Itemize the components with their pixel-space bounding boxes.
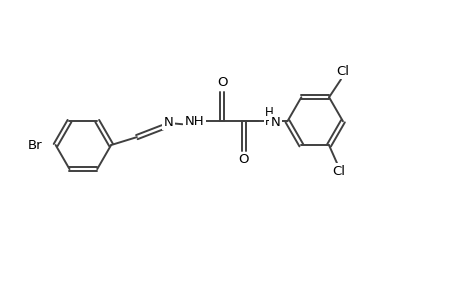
Text: N: N xyxy=(270,116,280,129)
Text: H: H xyxy=(265,115,274,128)
Text: O: O xyxy=(238,153,249,167)
Text: N: N xyxy=(163,116,173,129)
Text: Cl: Cl xyxy=(336,65,349,78)
Text: H: H xyxy=(265,106,274,119)
Text: Br: Br xyxy=(28,139,43,152)
Text: O: O xyxy=(216,76,227,89)
Text: Cl: Cl xyxy=(332,165,345,178)
Text: NH: NH xyxy=(184,115,204,128)
